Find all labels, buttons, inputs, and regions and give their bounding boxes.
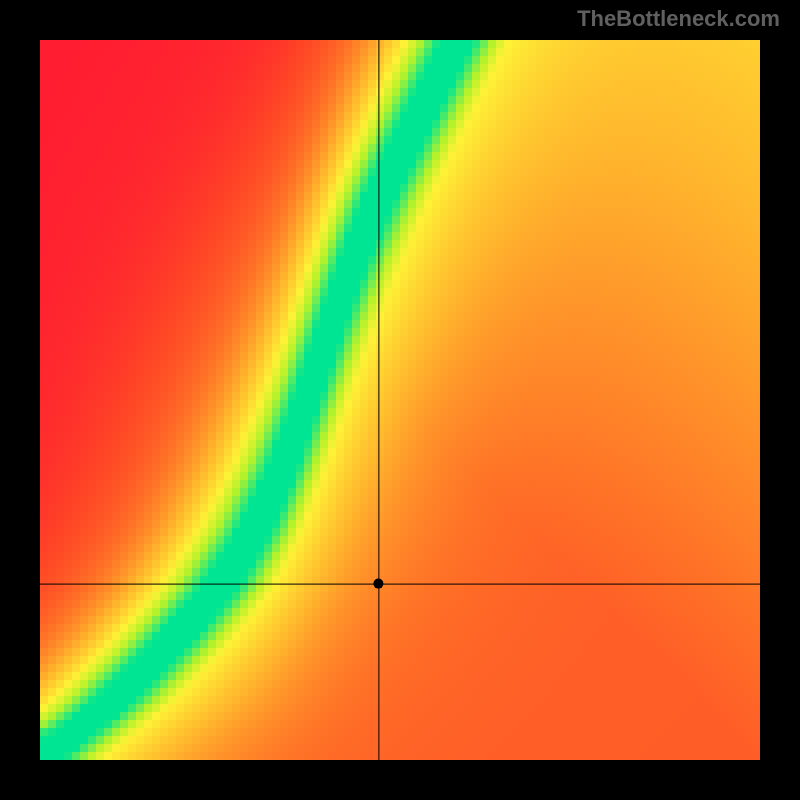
chart-container: TheBottleneck.com — [0, 0, 800, 800]
bottleneck-heatmap — [40, 40, 760, 760]
watermark-text: TheBottleneck.com — [577, 6, 780, 32]
